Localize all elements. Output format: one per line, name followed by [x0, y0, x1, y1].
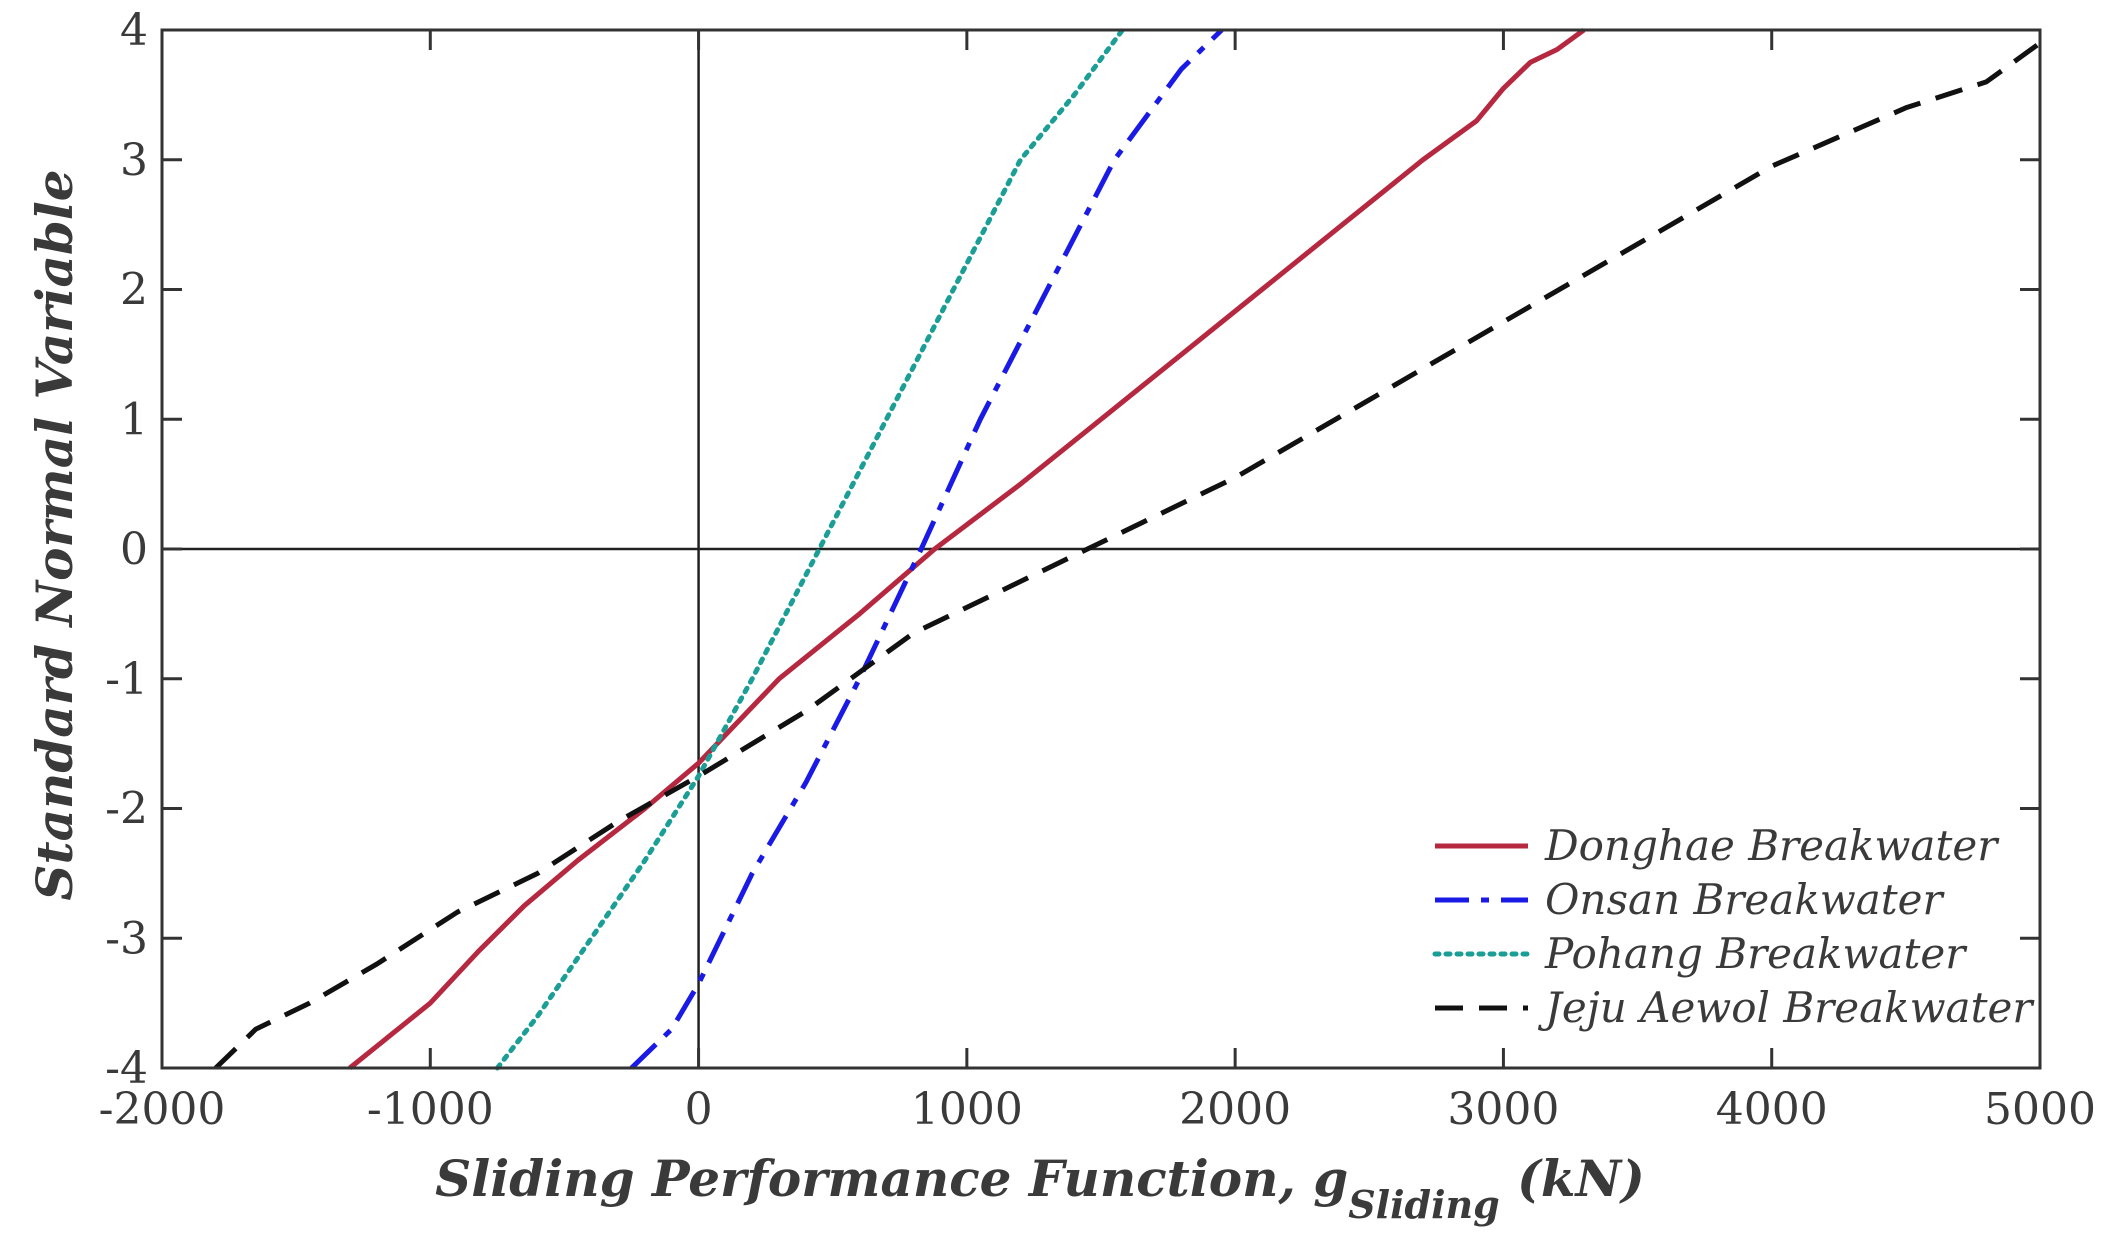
- y-tick-label: 3: [120, 135, 148, 186]
- x-tick-label: -2000: [99, 1084, 226, 1135]
- y-tick-label: -1: [105, 654, 148, 705]
- legend-label-pohang-breakwater: Pohang Breakwater: [1544, 929, 1968, 978]
- y-tick-label: 0: [120, 524, 148, 575]
- legend-label-onsan-breakwater: Onsan Breakwater: [1545, 875, 1945, 924]
- plot-area: [162, 30, 2040, 1068]
- x-axis-title-main: Sliding Performance Function, g: [435, 1149, 1348, 1208]
- x-tick-label: 5000: [1984, 1084, 2096, 1135]
- legend-label-donghae-breakwater: Donghae Breakwater: [1544, 821, 2000, 870]
- x-tick-label: -1000: [367, 1084, 494, 1135]
- y-tick-label: -4: [105, 1043, 148, 1094]
- x-tick-label: 0: [685, 1084, 713, 1135]
- legend: Donghae Breakwater Onsan Breakwater Pohang…: [1432, 821, 2035, 1032]
- x-axis-title-unit: (kN): [1500, 1149, 1645, 1208]
- tick-labels: -2000 -1000 0 1000 2000 3000 4000 5000 -4 -3 -2 -1 0…: [99, 5, 2096, 1135]
- x-tick-label: 3000: [1447, 1084, 1559, 1135]
- plot-frame: [160, 28, 2042, 1070]
- y-tick-label: 1: [120, 394, 148, 445]
- y-axis-title: Standard Normal Variable: [25, 169, 84, 900]
- y-tick-label: 2: [120, 265, 148, 316]
- series-line-onsan-breakwater: [629, 28, 1224, 1070]
- x-tick-label: 4000: [1716, 1084, 1828, 1135]
- x-axis-title: Sliding Performance Function, gSliding (…: [435, 1149, 1645, 1227]
- y-tick-label: -3: [105, 913, 148, 964]
- y-tick-label: -2: [105, 784, 148, 835]
- series-line-pohang-breakwater: [494, 27, 1125, 1071]
- series-line-jeju-aewol-breakwater: [213, 40, 2042, 1070]
- x-tick-label: 1000: [911, 1084, 1023, 1135]
- x-tick-label: 2000: [1179, 1084, 1291, 1135]
- legend-label-jeju-aewol-breakwater: Jeju Aewol Breakwater: [1537, 983, 2035, 1032]
- y-tick-label: 4: [120, 5, 148, 56]
- series-layer: [213, 27, 2042, 1071]
- x-axis-title-subscript: Sliding: [1348, 1182, 1500, 1227]
- series-line-donghae-breakwater: [348, 27, 1586, 1070]
